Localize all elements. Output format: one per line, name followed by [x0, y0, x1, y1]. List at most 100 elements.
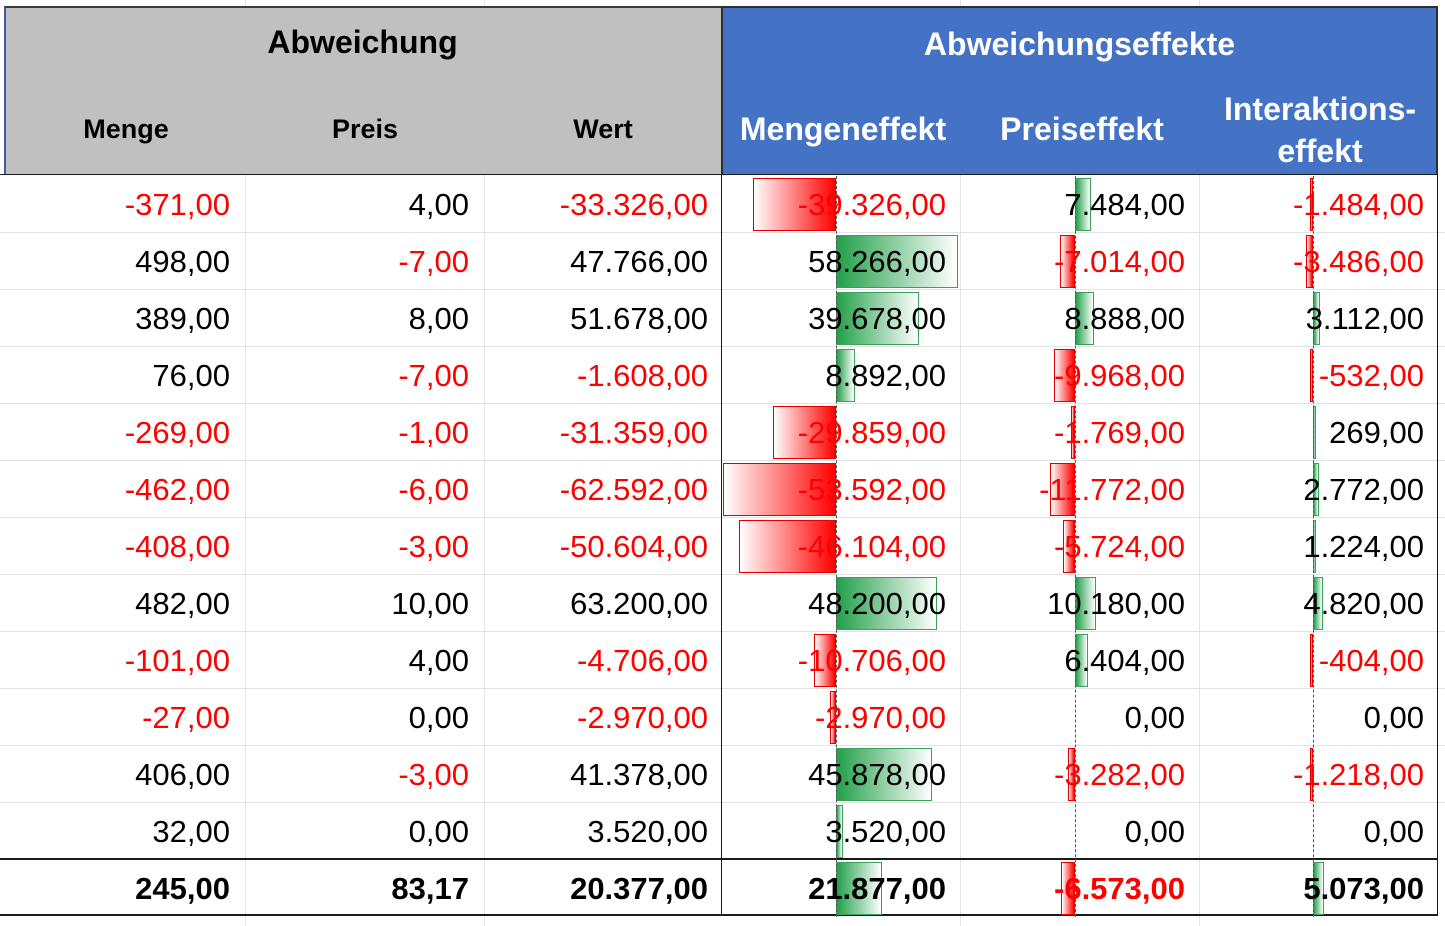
cell-preis[interactable]: 0,00: [408, 700, 469, 735]
cell-wert[interactable]: -1.608,00: [577, 358, 708, 393]
cell-interaktion[interactable]: 1.224,00: [1303, 529, 1424, 564]
cell-preiseffekt[interactable]: 0,00: [1124, 814, 1185, 849]
cell-wert[interactable]: 3.520,00: [587, 814, 708, 849]
cell-preiseffekt[interactable]: -9.968,00: [1054, 358, 1185, 393]
cell-interaktion[interactable]: 2.772,00: [1303, 472, 1424, 507]
cell-menge[interactable]: -269,00: [124, 415, 230, 450]
cell-wert[interactable]: 41.378,00: [570, 757, 708, 792]
cell-menge[interactable]: -462,00: [124, 472, 230, 507]
cell-menge[interactable]: 389,00: [135, 301, 230, 336]
cell-wert[interactable]: -4.706,00: [577, 643, 708, 678]
cell-preis[interactable]: -3,00: [398, 529, 469, 564]
cell-menge[interactable]: 32,00: [152, 814, 230, 849]
cell-wert[interactable]: -50.604,00: [559, 529, 708, 564]
cell-preiseffekt[interactable]: 0,00: [1124, 700, 1185, 735]
table-border: [0, 174, 1438, 175]
cell-menge[interactable]: 498,00: [135, 244, 230, 279]
group-title-abweichungseffekte: Abweichungseffekte: [923, 26, 1236, 62]
cell-preiseffekt[interactable]: -3.282,00: [1054, 757, 1185, 792]
cell-mengeneffekt[interactable]: -10.706,00: [797, 643, 946, 678]
gridline: [960, 0, 961, 926]
cell-preis[interactable]: -7,00: [398, 358, 469, 393]
cell-preiseffekt[interactable]: 8.888,00: [1064, 301, 1185, 336]
col-header-wert[interactable]: Wert: [573, 114, 633, 144]
cell-interaktion[interactable]: -1.218,00: [1293, 757, 1424, 792]
col-header-menge[interactable]: Menge: [83, 114, 169, 144]
cell-wert[interactable]: -2.970,00: [577, 700, 708, 735]
gridline: [0, 745, 1445, 746]
cell-preis[interactable]: 4,00: [408, 187, 469, 222]
cell-mengeneffekt[interactable]: 3.520,00: [825, 814, 946, 849]
col-header-preis[interactable]: Preis: [331, 114, 399, 144]
cell-preiseffekt[interactable]: -5.724,00: [1054, 529, 1185, 564]
header-abweichungseffekte: Abweichungseffekte Mengeneffekt Preiseff…: [721, 6, 1438, 174]
cell-mengeneffekt[interactable]: -46.104,00: [797, 529, 946, 564]
gridline: [0, 460, 1445, 461]
cell-mengeneffekt[interactable]: 8.892,00: [825, 358, 946, 393]
cell-preis[interactable]: -3,00: [398, 757, 469, 792]
cell-menge[interactable]: -27,00: [142, 700, 230, 735]
cell-wert[interactable]: -31.359,00: [559, 415, 708, 450]
cell-interaktion[interactable]: -3.486,00: [1293, 244, 1424, 279]
data-bar: [1061, 862, 1075, 915]
header-abweichung: Abweichung Menge Preis Wert: [4, 6, 721, 174]
gridline: [0, 517, 1445, 518]
cell-wert[interactable]: -33.326,00: [559, 187, 708, 222]
cell-preiseffekt[interactable]: -6.573,00: [1054, 871, 1185, 906]
cell-menge[interactable]: 245,00: [135, 871, 230, 906]
cell-interaktion[interactable]: 0,00: [1363, 700, 1424, 735]
cell-interaktion[interactable]: 3.112,00: [1305, 301, 1424, 336]
cell-preis[interactable]: -6,00: [398, 472, 469, 507]
cell-preis[interactable]: -1,00: [398, 415, 469, 450]
cell-mengeneffekt[interactable]: -39.326,00: [797, 187, 946, 222]
cell-wert[interactable]: 47.766,00: [570, 244, 708, 279]
col-header-preiseffekt[interactable]: Preiseffekt: [1000, 111, 1164, 147]
cell-preiseffekt[interactable]: 10.180,00: [1047, 586, 1185, 621]
cell-interaktion[interactable]: 4.820,00: [1303, 586, 1424, 621]
cell-mengeneffekt[interactable]: -29.859,00: [797, 415, 946, 450]
cell-menge[interactable]: 76,00: [152, 358, 230, 393]
cell-preiseffekt[interactable]: 6.404,00: [1064, 643, 1185, 678]
cell-preiseffekt[interactable]: -1.769,00: [1054, 415, 1185, 450]
cell-mengeneffekt[interactable]: 39.678,00: [808, 301, 946, 336]
cell-preis[interactable]: 10,00: [391, 586, 469, 621]
cell-wert[interactable]: 51.678,00: [570, 301, 708, 336]
col-header-mengeneffekt[interactable]: Mengeneffekt: [739, 111, 947, 147]
table-border: [1437, 174, 1438, 916]
cell-preis[interactable]: 8,00: [408, 301, 469, 336]
col-header-interaktion-line2: effekt: [1277, 133, 1363, 169]
data-bar: [836, 292, 920, 345]
cell-mengeneffekt[interactable]: 48.200,00: [808, 586, 946, 621]
cell-interaktion[interactable]: -404,00: [1318, 643, 1424, 678]
cell-preis[interactable]: 4,00: [408, 643, 469, 678]
cell-preiseffekt[interactable]: 7.484,00: [1064, 187, 1185, 222]
cell-preis[interactable]: 0,00: [408, 814, 469, 849]
cell-menge[interactable]: 482,00: [135, 586, 230, 621]
cell-mengeneffekt[interactable]: 58.266,00: [808, 244, 946, 279]
cell-interaktion[interactable]: 269,00: [1329, 415, 1424, 450]
cell-mengeneffekt[interactable]: 45.878,00: [808, 757, 946, 792]
data-bar: [1309, 178, 1313, 231]
gridline: [245, 0, 246, 926]
cell-wert[interactable]: 63.200,00: [570, 586, 708, 621]
cell-wert[interactable]: 20.377,00: [570, 871, 708, 906]
cell-menge[interactable]: -371,00: [124, 187, 230, 222]
cell-menge[interactable]: -408,00: [124, 529, 230, 564]
cell-preis[interactable]: 83,17: [391, 871, 469, 906]
cell-preiseffekt[interactable]: -7.014,00: [1054, 244, 1185, 279]
cell-menge[interactable]: 406,00: [135, 757, 230, 792]
cell-mengeneffekt[interactable]: -53.592,00: [797, 472, 946, 507]
table-border: [721, 174, 722, 916]
col-header-interaktionseffekt[interactable]: Interaktions- effekt: [1201, 88, 1439, 172]
cell-preis[interactable]: -7,00: [398, 244, 469, 279]
cell-interaktion[interactable]: -532,00: [1318, 358, 1424, 393]
data-bar: [753, 178, 836, 231]
cell-mengeneffekt[interactable]: 21.877,00: [808, 871, 946, 906]
cell-interaktion[interactable]: 5.073,00: [1303, 871, 1424, 906]
cell-mengeneffekt[interactable]: -2.970,00: [815, 700, 946, 735]
cell-preiseffekt[interactable]: -11.772,00: [1039, 472, 1185, 507]
cell-menge[interactable]: -101,00: [124, 643, 230, 678]
cell-interaktion[interactable]: 0,00: [1363, 814, 1424, 849]
cell-wert[interactable]: -62.592,00: [559, 472, 708, 507]
cell-interaktion[interactable]: -1.484,00: [1293, 187, 1424, 222]
